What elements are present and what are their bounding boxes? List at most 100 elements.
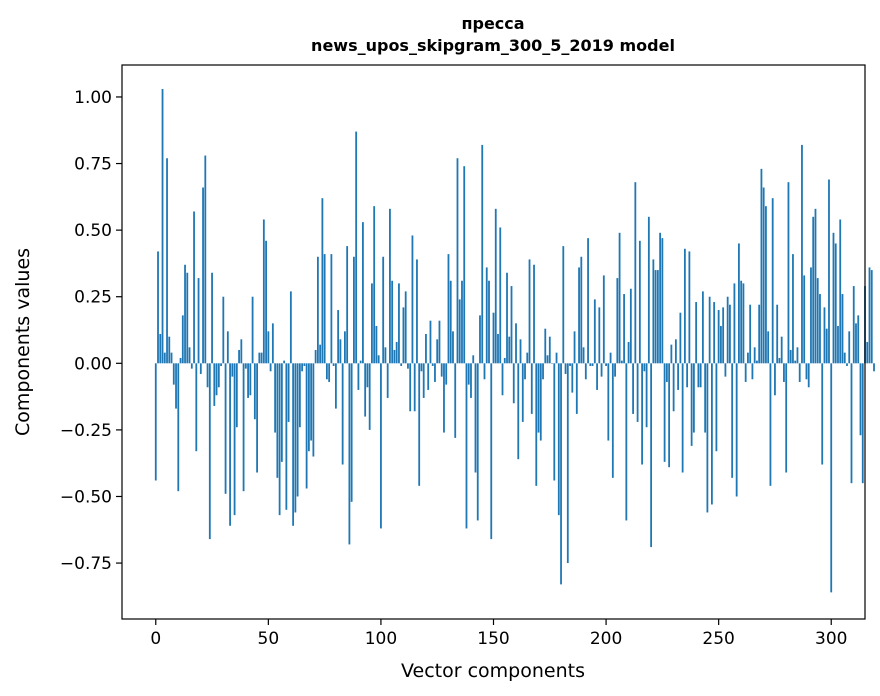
bar (508, 336, 511, 364)
chart-subtitle: news_upos_skipgram_300_5_2019 model (311, 36, 675, 55)
bar (458, 299, 461, 364)
bar (747, 352, 749, 364)
bar (224, 363, 227, 494)
bar (481, 144, 484, 364)
bar (211, 272, 213, 364)
bar (429, 320, 432, 364)
x-tick-label: 0 (150, 629, 161, 649)
bar (452, 331, 454, 364)
bar (305, 363, 308, 489)
bar (339, 339, 342, 364)
bar (724, 363, 727, 377)
bar (539, 363, 542, 441)
bar (242, 363, 245, 492)
bar (769, 363, 772, 486)
bar (359, 360, 362, 364)
bar (362, 222, 364, 364)
bar (199, 363, 202, 374)
bar (215, 363, 218, 396)
bar (213, 363, 216, 406)
bar (512, 363, 515, 404)
bar (870, 270, 873, 364)
bar (742, 283, 745, 364)
bar (292, 363, 295, 526)
bar (431, 363, 434, 366)
bar (792, 254, 794, 364)
bar (262, 219, 265, 364)
bar (803, 275, 806, 364)
bar (483, 363, 486, 380)
bar (353, 256, 355, 364)
bar (364, 363, 367, 417)
bar (569, 363, 571, 366)
bar (229, 363, 231, 526)
bar (859, 363, 862, 436)
bar (794, 360, 797, 364)
bar (652, 259, 655, 364)
bar (310, 363, 313, 441)
bar (735, 363, 738, 497)
bar (706, 363, 709, 513)
bar (303, 363, 306, 366)
bar (274, 363, 276, 433)
bar (427, 363, 430, 390)
bar (294, 363, 297, 513)
x-axis-ticks: 0 50 100 150 200 250 300 (150, 619, 847, 649)
plot-frame (121, 64, 866, 620)
bar (337, 310, 340, 364)
bar (386, 363, 389, 398)
bar (312, 363, 315, 457)
bar (323, 254, 326, 364)
bar (269, 363, 272, 372)
x-tick-label: 100 (365, 629, 397, 649)
bar (571, 363, 574, 393)
bar (814, 208, 817, 364)
bar (289, 291, 292, 364)
y-tick-label: 0.25 (74, 288, 112, 308)
bar (848, 331, 851, 364)
bar (751, 363, 754, 380)
bar (582, 347, 585, 364)
bar (722, 307, 725, 364)
bar (501, 363, 504, 396)
bar (172, 363, 175, 385)
bar (190, 363, 193, 369)
bar (425, 334, 427, 364)
bar (330, 254, 333, 364)
bar (720, 326, 722, 364)
bar (278, 363, 281, 516)
bar (314, 349, 317, 364)
bar (400, 363, 403, 366)
bar (690, 363, 693, 446)
bar (382, 256, 385, 364)
bar (398, 283, 400, 364)
bar (575, 363, 578, 414)
bar (204, 155, 207, 364)
bar (168, 336, 171, 364)
bar (780, 336, 783, 364)
bar (607, 363, 610, 441)
bar (787, 182, 790, 364)
bar (375, 326, 378, 364)
bar (609, 352, 612, 364)
bar (573, 331, 576, 364)
bar (548, 336, 551, 364)
bar (776, 304, 779, 364)
bar (328, 363, 331, 382)
bar (765, 206, 767, 364)
bar (217, 363, 220, 388)
bar (681, 363, 684, 473)
bar (222, 296, 225, 364)
bar (704, 363, 707, 433)
bar (332, 363, 335, 366)
bar (855, 323, 857, 364)
bar (841, 294, 844, 364)
bar (618, 232, 621, 364)
bar (695, 302, 698, 364)
bar (393, 349, 396, 364)
bar (220, 363, 222, 366)
bar (562, 246, 565, 364)
y-tick-label: 0.50 (74, 221, 112, 241)
bar (846, 363, 848, 366)
